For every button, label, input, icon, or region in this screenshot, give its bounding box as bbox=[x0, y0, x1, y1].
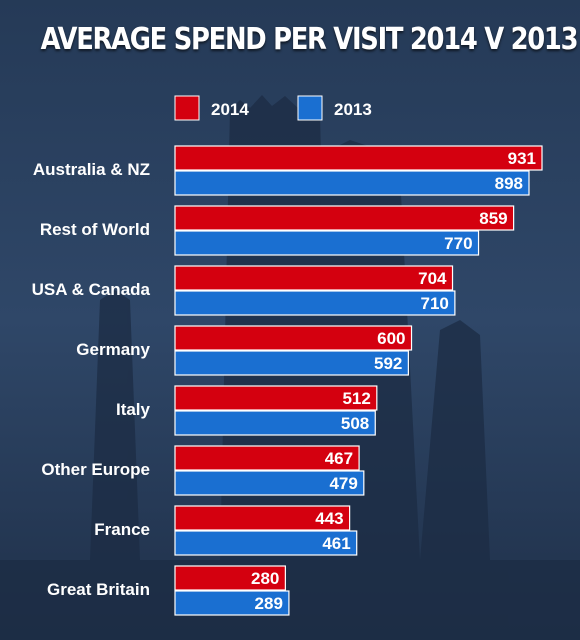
category-label: Italy bbox=[116, 400, 151, 419]
bar-2014 bbox=[174, 205, 515, 231]
bar-2014 bbox=[174, 385, 378, 411]
bar-2013 bbox=[174, 590, 290, 616]
bar-2014 bbox=[174, 565, 286, 591]
value-label-2014: 467 bbox=[325, 449, 353, 468]
category-label: Germany bbox=[76, 340, 150, 359]
value-label-2013: 289 bbox=[255, 594, 283, 613]
legend-label-2014: 2014 bbox=[211, 100, 249, 119]
value-label-2014: 600 bbox=[377, 329, 405, 348]
bar-2014 bbox=[174, 265, 454, 291]
bar-2013 bbox=[174, 530, 358, 556]
bar-2014 bbox=[174, 505, 351, 531]
category-label: Great Britain bbox=[47, 580, 150, 599]
bar-2014 bbox=[174, 145, 543, 171]
value-label-2014: 704 bbox=[418, 269, 447, 288]
value-label-2013: 770 bbox=[444, 234, 472, 253]
value-label-2014: 931 bbox=[508, 149, 536, 168]
value-label-2013: 479 bbox=[329, 474, 357, 493]
bar-2014 bbox=[174, 325, 413, 351]
category-label: France bbox=[94, 520, 150, 539]
value-label-2013: 898 bbox=[495, 174, 523, 193]
value-label-2013: 710 bbox=[421, 294, 449, 313]
bar-2013 bbox=[174, 230, 480, 256]
value-label-2014: 512 bbox=[342, 389, 370, 408]
bar-2013 bbox=[174, 470, 365, 496]
bar-2014 bbox=[174, 445, 360, 471]
bar-2013 bbox=[174, 410, 376, 436]
bar-2013 bbox=[174, 170, 530, 196]
bar-2013 bbox=[174, 350, 409, 376]
value-label-2013: 508 bbox=[341, 414, 369, 433]
value-label-2013: 592 bbox=[374, 354, 402, 373]
category-label: Rest of World bbox=[40, 220, 150, 239]
chart-title: AVERAGE SPEND PER VISIT 2014 V 2013 bbox=[40, 22, 579, 57]
value-label-2013: 461 bbox=[322, 534, 350, 553]
legend-swatch-2013 bbox=[297, 95, 323, 121]
category-label: Australia & NZ bbox=[33, 160, 150, 179]
legend-swatch-2014 bbox=[174, 95, 200, 121]
category-label: USA & Canada bbox=[32, 280, 151, 299]
value-label-2014: 859 bbox=[479, 209, 507, 228]
value-label-2014: 443 bbox=[315, 509, 343, 528]
value-label-2014: 280 bbox=[251, 569, 279, 588]
legend-label-2013: 2013 bbox=[334, 100, 372, 119]
bar-2013 bbox=[174, 290, 456, 316]
category-label: Other Europe bbox=[41, 460, 150, 479]
